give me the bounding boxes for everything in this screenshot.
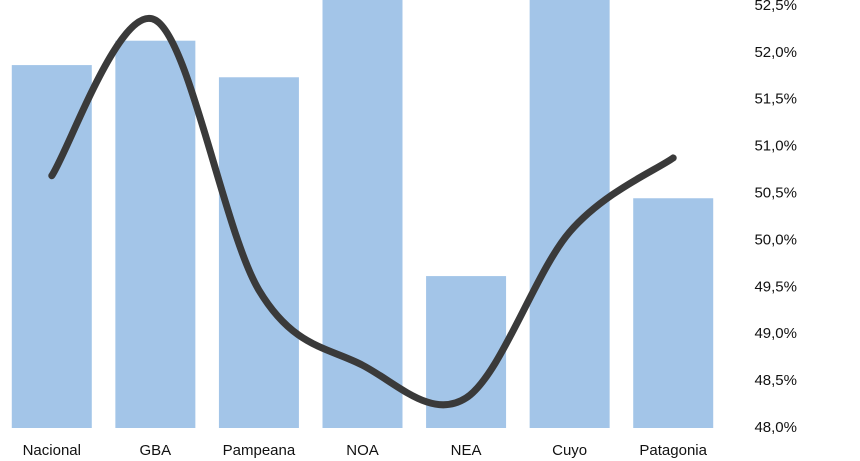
y-tick-label: 52,0% [754, 44, 797, 61]
y-tick-label: 50,0% [754, 231, 797, 248]
line [48, 14, 677, 409]
x-tick-label: NOA [346, 442, 379, 459]
x-tick-label: Cuyo [552, 442, 587, 459]
x-tick-label: Patagonia [639, 442, 707, 459]
bar [115, 40, 196, 428]
x-tick-label: Pampeana [223, 442, 296, 459]
y-tick-label: 49,0% [754, 325, 797, 342]
y-tick-label: 48,5% [754, 372, 797, 389]
x-tick-label: Nacional [23, 442, 81, 459]
y-tick-label: 48,0% [754, 419, 797, 436]
y-tick-label: 51,0% [754, 138, 797, 155]
x-tick-label: NEA [451, 442, 482, 459]
x-tick-label: GBA [140, 442, 172, 459]
bar [218, 77, 299, 428]
bar [529, 0, 610, 428]
plot-area [11, 0, 714, 428]
bar [633, 198, 714, 428]
y-tick-label: 51,5% [754, 91, 797, 108]
y-tick-label: 49,5% [754, 278, 797, 295]
y-tick-label: 50,5% [754, 185, 797, 202]
y-tick-label: 52,5% [754, 0, 797, 14]
